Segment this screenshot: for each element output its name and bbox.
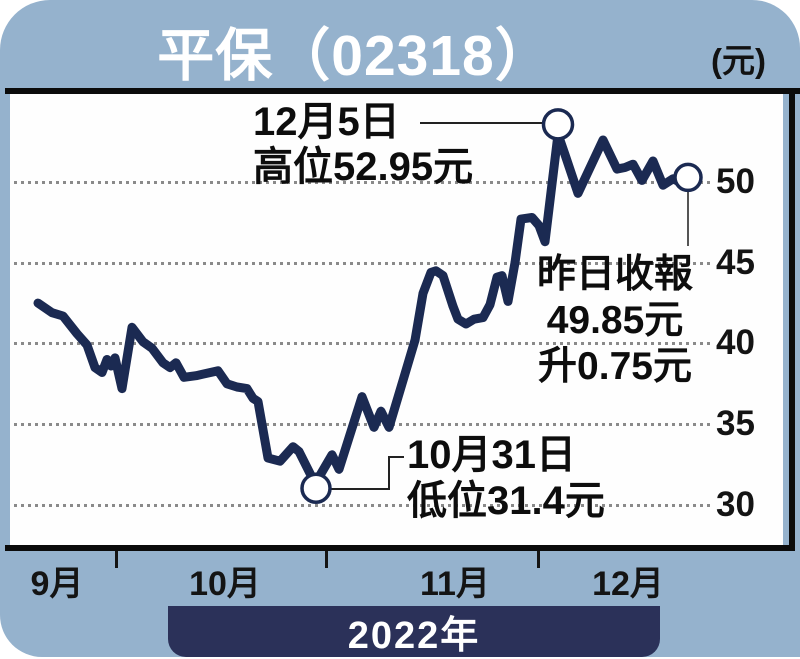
x-axis-label-3: 11月 xyxy=(420,565,490,603)
low-annotation-date: 10月31日 xyxy=(407,433,576,477)
high-annotation-date: 12月5日 xyxy=(253,100,400,144)
gridline-30 xyxy=(14,503,712,507)
plot-frame-right xyxy=(789,88,795,551)
y-axis-label-40: 40 xyxy=(716,323,755,363)
low-annotation-value: 低位31.4元 xyxy=(407,479,605,523)
high-point-marker xyxy=(541,108,575,141)
x-axis-label-2: 10月 xyxy=(189,565,261,603)
x-axis-label-4: 12月 xyxy=(592,565,664,603)
x-axis-label-1: 9月 xyxy=(30,565,84,603)
y-axis-label-35: 35 xyxy=(716,404,755,444)
high-annotation-value: 高位52.95元 xyxy=(253,145,474,189)
plot-frame-top xyxy=(5,88,800,94)
gridline-50 xyxy=(14,181,712,184)
gridline-45 xyxy=(14,261,712,265)
price-line xyxy=(33,129,695,487)
year-banner: 2022年 xyxy=(168,606,660,657)
y-axis-label-50: 50 xyxy=(716,162,755,201)
y-axis-unit-label: (元) xyxy=(711,42,766,79)
x-axis-tick-1 xyxy=(115,551,118,568)
high-annotation: 12月5日 高位52.95元 xyxy=(253,100,473,190)
gridline-40 xyxy=(14,342,712,346)
close-annotation-value: 49.85元 xyxy=(546,299,684,342)
gridline-35 xyxy=(14,423,712,427)
close-point-marker xyxy=(673,162,703,193)
close-annotation-change: 升0.75元 xyxy=(538,345,692,388)
low-point-marker xyxy=(300,472,332,504)
y-axis-label-30: 30 xyxy=(716,484,755,524)
y-axis-label-45: 45 xyxy=(716,242,755,282)
low-callout-line xyxy=(331,456,404,490)
x-axis-tick-3 xyxy=(537,551,540,568)
x-axis-tick-2 xyxy=(325,551,328,568)
plot-frame-bottom xyxy=(5,545,795,551)
chart-title: 平保（02318） xyxy=(157,24,553,88)
low-annotation: 10月31日 低位31.4元 xyxy=(407,432,605,524)
close-annotation-label: 昨日收報 xyxy=(536,253,693,296)
year-label: 2022年 xyxy=(347,615,481,657)
close-annotation: 昨日收報 49.85元 升0.75元 xyxy=(520,252,710,390)
